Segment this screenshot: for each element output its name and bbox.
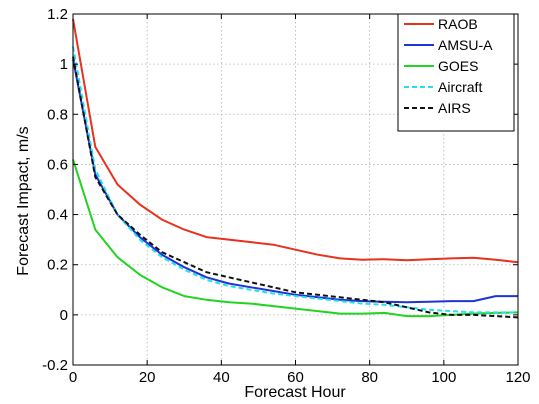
axis-ticks: 0 20 40 60 80 100 120-0.200.20.40.60.811.2 — [42, 6, 530, 386]
legend-box — [397, 13, 515, 132]
series-lines — [72, 18, 519, 319]
x-axis-label: Forecast Hour — [244, 384, 346, 401]
x-tick-label: 100 — [431, 369, 456, 386]
y-tick-label: 0 — [60, 307, 68, 324]
series-line-airs — [72, 56, 519, 319]
y-tick-label: 0.6 — [47, 156, 68, 173]
x-tick-label: 80 — [361, 369, 378, 386]
y-axis-label: Forecast Impact, m/s — [15, 126, 32, 275]
legend-label-goes: GOES — [438, 58, 478, 74]
x-tick-label: 0 — [69, 369, 77, 386]
series-line-amsu-a — [72, 58, 518, 304]
series-line-raob — [72, 18, 519, 264]
y-tick-label: 0.2 — [47, 257, 68, 274]
legend-label-amsu-a: AMSU-A — [438, 37, 493, 53]
x-tick-label: 120 — [505, 369, 530, 386]
x-tick-label: 40 — [213, 369, 230, 386]
legend-label-airs: AIRS — [438, 100, 471, 116]
legend-label-raob: RAOB — [438, 16, 478, 32]
y-tick-label: 1.2 — [47, 6, 68, 23]
legend-label-aircraft: Aircraft — [438, 79, 482, 95]
x-tick-label: 60 — [287, 369, 304, 386]
y-tick-label: -0.2 — [42, 357, 68, 374]
y-tick-label: 0.8 — [47, 106, 68, 123]
series-line-goes — [72, 159, 519, 318]
series-line-aircraft — [72, 46, 518, 314]
grid — [73, 14, 518, 365]
x-tick-label: 20 — [139, 369, 156, 386]
legend: RAOB AMSU-A GOES Aircraft AIRS — [397, 13, 515, 132]
y-tick-label: 1 — [60, 56, 68, 73]
y-tick-label: 0.4 — [47, 207, 68, 224]
